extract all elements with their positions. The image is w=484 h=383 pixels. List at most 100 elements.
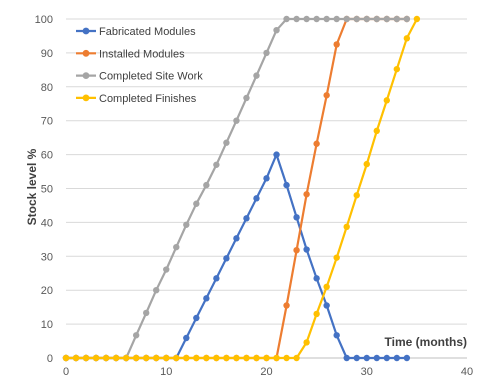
y-tick-label: 90 bbox=[41, 48, 53, 60]
legend-swatch-marker bbox=[82, 49, 90, 57]
data-point bbox=[132, 354, 140, 362]
data-point bbox=[373, 127, 380, 135]
y-tick-label: 60 bbox=[41, 150, 53, 162]
data-point bbox=[112, 354, 120, 362]
data-point bbox=[283, 354, 290, 362]
y-tick-label: 30 bbox=[41, 251, 53, 263]
data-point bbox=[293, 354, 300, 362]
data-point bbox=[403, 15, 411, 23]
data-point bbox=[303, 246, 310, 253]
legend-swatch-marker bbox=[82, 27, 90, 35]
data-point bbox=[203, 354, 210, 362]
data-point bbox=[353, 354, 360, 362]
data-point bbox=[383, 97, 390, 104]
data-point bbox=[353, 192, 360, 199]
y-tick-label: 70 bbox=[41, 116, 53, 128]
data-point bbox=[193, 314, 200, 322]
data-point bbox=[293, 15, 300, 23]
data-point bbox=[72, 354, 80, 362]
data-point bbox=[163, 266, 170, 273]
data-point bbox=[373, 354, 380, 362]
y-tick-label: 50 bbox=[41, 184, 53, 196]
data-point bbox=[233, 117, 240, 124]
data-point bbox=[313, 310, 320, 318]
data-point bbox=[203, 181, 210, 189]
data-point bbox=[333, 332, 340, 339]
y-tick-label: 10 bbox=[41, 319, 53, 331]
data-point bbox=[243, 354, 250, 362]
legend-item: Installed Modules bbox=[76, 48, 185, 60]
data-point bbox=[323, 302, 330, 309]
data-point bbox=[203, 295, 210, 302]
data-point bbox=[293, 246, 300, 254]
data-point bbox=[183, 221, 190, 228]
data-point bbox=[303, 339, 310, 346]
data-point bbox=[82, 354, 90, 362]
data-point bbox=[363, 354, 370, 362]
data-point bbox=[333, 41, 340, 48]
data-point bbox=[323, 15, 330, 23]
data-point bbox=[243, 215, 250, 222]
data-point bbox=[393, 65, 401, 73]
data-point bbox=[143, 354, 150, 362]
legend-label: Completed Site Work bbox=[99, 71, 203, 83]
legend-swatch-marker bbox=[82, 94, 90, 102]
data-point bbox=[62, 354, 70, 362]
y-tick-label: 40 bbox=[41, 217, 53, 229]
data-point bbox=[323, 92, 330, 99]
data-point bbox=[393, 354, 401, 362]
data-point bbox=[303, 15, 310, 23]
data-point bbox=[253, 354, 260, 362]
data-point bbox=[263, 49, 270, 57]
y-axis-title: Stock level % bbox=[25, 148, 39, 225]
data-point bbox=[393, 15, 401, 23]
x-axis-ticks: 0 10 20 30 40 bbox=[63, 366, 473, 378]
data-point bbox=[173, 243, 180, 251]
data-point bbox=[153, 287, 160, 294]
data-point bbox=[233, 235, 240, 242]
gridlines bbox=[66, 18, 467, 359]
data-point bbox=[253, 195, 260, 202]
data-point bbox=[403, 35, 411, 42]
legend-label: Completed Finishes bbox=[99, 93, 197, 105]
data-point bbox=[413, 15, 421, 23]
legend-item: Completed Finishes bbox=[76, 93, 197, 105]
data-point bbox=[273, 151, 280, 158]
data-point bbox=[253, 72, 260, 79]
data-point bbox=[273, 26, 280, 34]
data-point bbox=[273, 354, 280, 362]
data-point bbox=[223, 255, 230, 262]
data-point bbox=[313, 15, 320, 23]
legend-item: Completed Site Work bbox=[76, 71, 203, 83]
y-tick-label: 20 bbox=[41, 285, 53, 297]
data-point bbox=[163, 354, 170, 362]
data-point bbox=[403, 354, 411, 362]
y-tick-label: 80 bbox=[41, 82, 53, 94]
legend: Fabricated Modules Installed Modules Compl… bbox=[76, 26, 203, 105]
data-point bbox=[283, 302, 290, 309]
y-tick-label: 100 bbox=[35, 14, 53, 26]
data-point bbox=[263, 175, 270, 182]
y-axis-ticks: 0 10 20 30 40 50 60 70 80 90 100 bbox=[35, 14, 53, 365]
data-point bbox=[193, 200, 200, 207]
data-point bbox=[333, 254, 340, 261]
data-point bbox=[233, 354, 240, 362]
data-point bbox=[213, 275, 220, 282]
x-tick-label: 40 bbox=[461, 366, 473, 378]
data-point bbox=[223, 139, 230, 146]
data-point bbox=[173, 354, 180, 362]
data-point bbox=[363, 15, 370, 23]
data-point bbox=[283, 181, 290, 189]
data-point bbox=[183, 334, 190, 342]
data-point bbox=[213, 161, 220, 168]
x-tick-label: 30 bbox=[361, 366, 373, 378]
legend-swatch-marker bbox=[82, 72, 90, 79]
legend-label: Installed Modules bbox=[99, 48, 185, 60]
data-point bbox=[363, 160, 370, 168]
data-point bbox=[243, 94, 250, 102]
data-point bbox=[102, 354, 110, 362]
y-tick-label: 0 bbox=[47, 353, 53, 365]
data-point bbox=[343, 354, 350, 362]
data-point bbox=[153, 354, 160, 362]
